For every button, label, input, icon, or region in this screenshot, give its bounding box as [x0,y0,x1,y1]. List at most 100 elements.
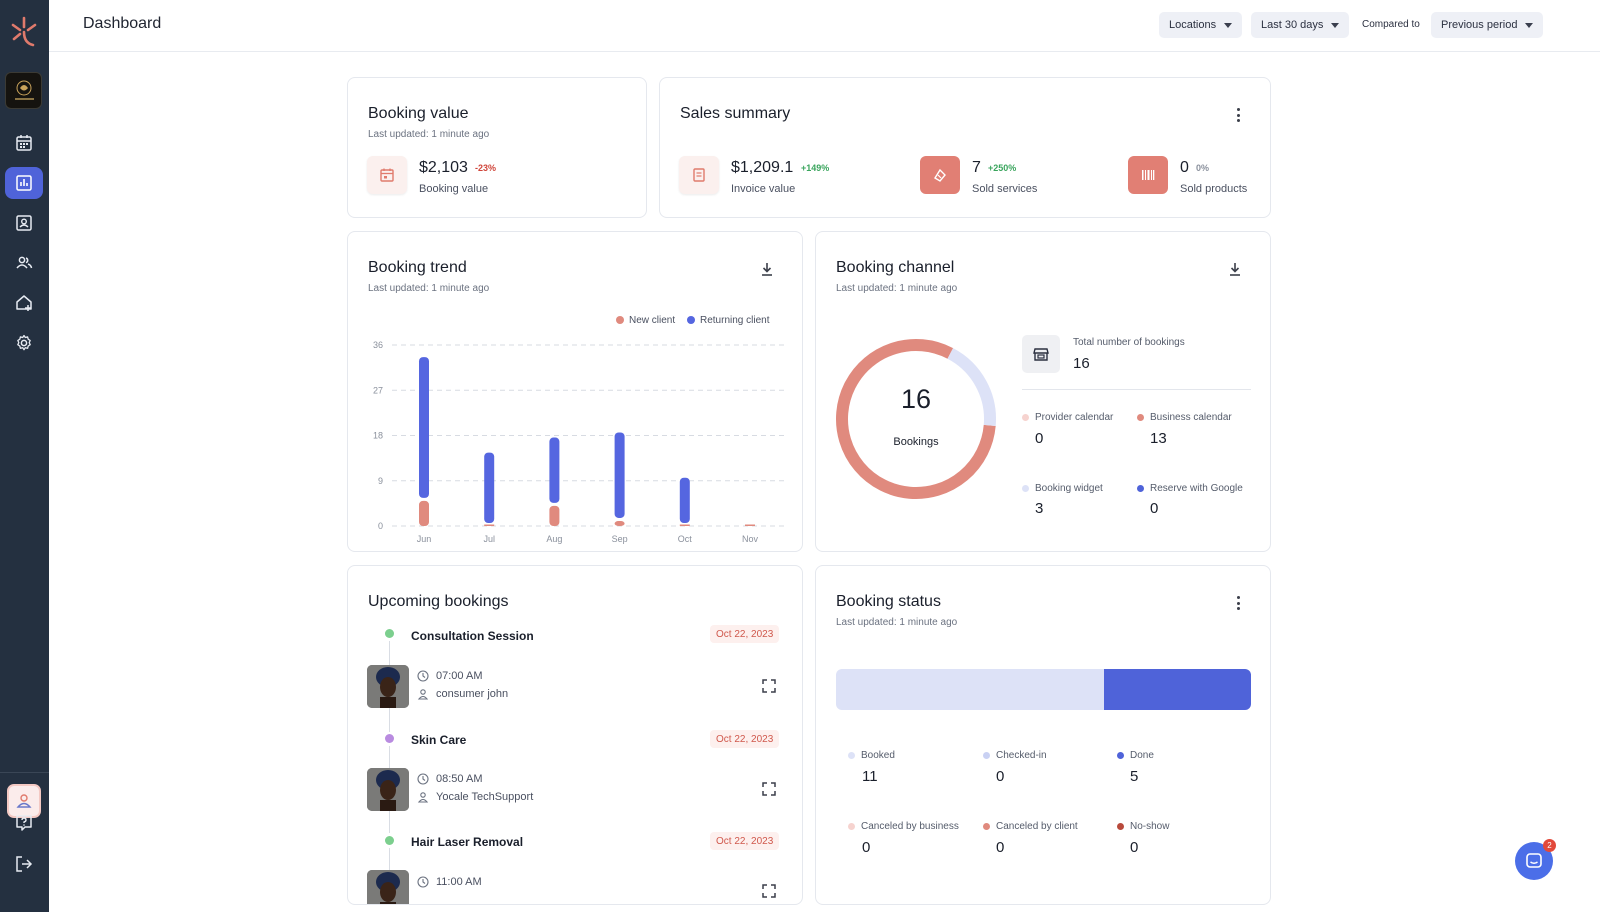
app-logo-icon[interactable] [9,15,39,49]
timeline-line [389,811,390,833]
sidebar-divider [0,772,49,773]
status-dot [385,836,394,845]
legend-swatch [848,822,855,830]
bar-new-client [679,524,690,526]
logout-icon [16,856,33,872]
nav-contacts[interactable] [5,207,43,239]
booking-person-text: Yocale TechSupport [436,791,534,803]
last-updated: Last updated: 1 minute ago [836,283,958,294]
status-canceled-client-label: Canceled by client [983,821,1078,832]
legend-swatch [1022,413,1029,421]
clock-icon [417,876,429,888]
booking-status-card: Booking status Last updated: 1 minute ag… [815,565,1271,905]
bar-new-client [614,520,625,526]
nav-team[interactable] [5,247,43,279]
home-plus-icon [16,295,32,311]
status-label: Canceled by client [996,821,1078,832]
legend-swatch [1117,751,1124,759]
booking-trend-chart: 0 9 18 27 36 Jun Jul Aug Sep Oct Nov [373,340,784,544]
comparison-dropdown[interactable]: Previous period [1431,12,1544,38]
x-tick-label: Jul [483,534,495,544]
sold-services-label: Sold services [972,183,1038,195]
download-icon[interactable] [759,261,775,277]
nav-logout[interactable] [5,848,43,880]
status-dot [385,734,394,743]
sales-summary-card: Sales summary $1,209.1 +149% Invoice val… [659,77,1271,218]
chat-launcher-button[interactable]: 2 [1515,839,1556,880]
booking-trend-card: Booking trend Last updated: 1 minute ago… [347,231,803,552]
locations-dropdown[interactable]: Locations [1159,12,1243,38]
more-options-icon[interactable] [1236,108,1240,122]
legend-returning-client: Returning client [687,315,769,326]
status-no-show-label: No-show [1117,821,1169,832]
provider-avatar [367,768,409,811]
channel-provider-calendar-value: 0 [1035,430,1044,447]
booking-time: 07:00 AM [417,670,482,682]
booking-name: Skin Care [411,733,467,747]
status-label: Canceled by business [861,821,959,832]
channel-reserve-google-label: Reserve with Google [1137,483,1243,494]
card-title: Booking value [368,105,469,122]
channel-booking-widget-value: 3 [1035,500,1044,517]
donut-unit: Bookings [893,436,939,448]
users-icon [16,256,33,269]
comparison-label: Previous period [1441,19,1518,31]
channel-label: Provider calendar [1035,412,1114,423]
status-done-label: Done [1117,750,1154,761]
booking-person: Yocale TechSupport [417,791,533,803]
download-icon[interactable] [1227,261,1243,277]
contact-card-icon [16,215,32,231]
user-profile-button[interactable] [7,784,41,818]
booking-value-card: Booking value Last updated: 1 minute ago… [347,77,647,218]
card-title: Upcoming bookings [368,593,509,610]
legend-swatch [983,822,990,830]
more-options-icon[interactable] [1236,596,1240,610]
gear-icon [17,334,31,351]
business-avatar[interactable] [5,72,42,109]
channel-label: Booking widget [1035,483,1103,494]
bar-returning-client [614,432,625,518]
help-icon [16,815,32,831]
booking-channel-card: Booking channel Last updated: 1 minute a… [815,231,1271,552]
channel-reserve-google-value: 0 [1150,500,1159,517]
nav-help[interactable] [5,807,43,839]
provider-avatar [367,870,409,904]
legend-swatch [687,316,695,325]
sold-products-change: 0% [1196,163,1210,173]
channel-business-calendar-label: Business calendar [1137,412,1232,423]
status-done-value: 5 [1130,768,1139,785]
timeline-line [389,746,390,768]
chat-icon [1526,853,1542,868]
status-canceled-business-label: Canceled by business [848,821,959,832]
chat-unread-badge: 2 [1543,839,1556,852]
nav-marketing[interactable] [5,287,43,319]
nav-dashboard[interactable] [5,167,43,199]
expand-icon[interactable] [762,679,776,693]
period-dropdown[interactable]: Last 30 days [1251,12,1350,38]
bar-new-client [484,524,495,526]
legend-label: Returning client [700,315,770,326]
status-bar-done [1104,669,1251,710]
expand-icon[interactable] [762,884,776,898]
channel-business-calendar-value: 13 [1150,430,1167,447]
compared-to-label: Compared to [1362,19,1420,30]
chevron-down-icon [1224,22,1233,28]
expand-icon[interactable] [762,782,776,796]
status-label: Done [1130,750,1154,761]
provider-avatar [367,665,409,708]
channel-booking-widget-label: Booking widget [1022,483,1103,494]
invoice-value-amount: $1,209.1 [731,159,794,176]
timeline-line [389,708,390,732]
booking-value-amount: $2,103 [419,159,468,176]
user-icon [16,794,32,808]
legend-swatch [1117,822,1124,830]
nav-settings[interactable] [5,327,43,359]
legend-label: New client [629,315,676,326]
bar-new-client [419,500,429,526]
legend-swatch [616,316,624,325]
donut-segment [836,339,996,499]
legend-swatch [1137,484,1144,492]
nav-calendar[interactable] [5,127,43,159]
sold-services-amount: 7 [972,159,981,176]
sold-products-amount: 0 [1180,159,1189,176]
